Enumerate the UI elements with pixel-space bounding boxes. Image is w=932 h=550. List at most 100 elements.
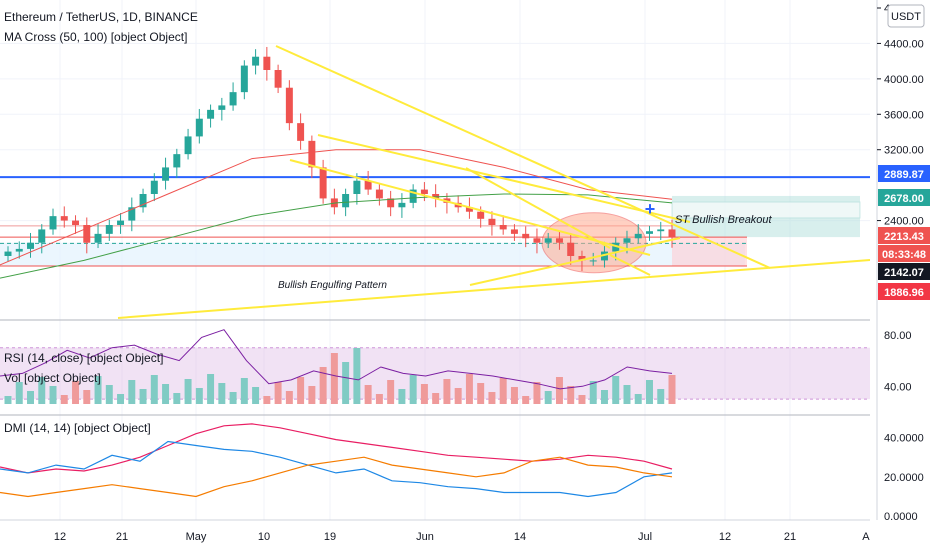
time-axis-tick: Jul [638, 531, 652, 543]
adx-line [0, 423, 673, 474]
volume-bar [72, 381, 80, 404]
price-overlays [0, 176, 877, 274]
candle-body [105, 225, 113, 234]
candle-body [139, 194, 147, 208]
volume-bar [15, 382, 23, 404]
time-axis-tick: 14 [514, 531, 526, 543]
price-badge: 08:33:48 [878, 245, 930, 262]
candle-body [342, 194, 350, 208]
volume-bar [207, 374, 215, 404]
candle-body [229, 92, 237, 106]
volume-bar [150, 375, 158, 404]
time-axis-tick: 12 [54, 531, 66, 543]
trendline [289, 159, 651, 256]
volume-bar [544, 391, 552, 404]
time-axis-tick: 10 [258, 531, 270, 543]
candle-body [308, 140, 316, 168]
price-tick-label: 3200.00 [884, 145, 924, 157]
volume-bar [117, 394, 125, 404]
candle-body [94, 233, 102, 243]
chart-title: Ethereum / TetherUS, 1D, BINANCE [4, 10, 198, 24]
price-tick-label: 3600.00 [884, 109, 924, 121]
candle-body [432, 194, 440, 199]
currency-badge[interactable]: USDT [887, 4, 925, 28]
volume-bar [330, 353, 338, 404]
trendline [317, 134, 691, 223]
volume-bar [128, 380, 136, 404]
candle-body [72, 220, 80, 225]
engulfing-annotation: Bullish Engulfing Pattern [278, 280, 387, 291]
price-tick-label: 4000.00 [884, 74, 924, 86]
time-axis-tick: 19 [324, 531, 336, 543]
candle-body [555, 238, 563, 243]
breakout-annotation: ST Bullish Breakout [675, 214, 773, 226]
trendline [275, 45, 771, 269]
candle-body [240, 65, 248, 93]
price-badge-text: 2889.87 [884, 169, 924, 181]
candle-body [162, 167, 170, 181]
dmi-tick-label: 40.0000 [884, 433, 924, 445]
candle-body [60, 216, 68, 221]
volume-bar [668, 375, 676, 404]
price-badge-box [878, 227, 930, 244]
trendline [117, 259, 871, 319]
price-badge-box [878, 189, 930, 206]
price-badge-text: 08:33:48 [882, 249, 926, 261]
candle-body [274, 70, 282, 88]
volume-bar [409, 375, 417, 404]
price-badge: 1886.96 [878, 283, 930, 300]
candle-body [353, 180, 361, 194]
volume-bar [578, 395, 586, 404]
volume-bar [274, 382, 282, 404]
volume-bar [420, 384, 428, 404]
price-badge-box [878, 263, 930, 280]
volume-bar [589, 381, 597, 404]
axes: 1221May1019Jun14Jul1221Aug [0, 519, 882, 543]
price-badge: 2889.87 [878, 165, 930, 182]
volume-bar [105, 385, 113, 404]
price-badge: 2213.43 [878, 227, 930, 244]
candle-body [533, 238, 541, 243]
volume-bar [252, 387, 260, 404]
rsi-tick-label: 80.00 [884, 330, 912, 342]
volume-bar [297, 377, 305, 404]
candle-body [184, 136, 192, 155]
currency-badge-box[interactable] [887, 4, 925, 28]
volume-bar [263, 396, 271, 404]
time-axis-tick: 12 [719, 531, 731, 543]
volume-bar [465, 374, 473, 404]
time-axis-tick: May [186, 531, 207, 543]
volume-bar [240, 378, 248, 404]
volume-bar [555, 377, 563, 404]
candle-body [150, 180, 158, 194]
moving-averages [0, 149, 673, 279]
candlestick-series [4, 46, 676, 272]
time-axis-tick: Jun [416, 531, 434, 543]
volume-bar [94, 376, 102, 404]
price-axis: 4800.004400.004000.003600.003200.002400.… [877, 3, 924, 523]
volume-bar [308, 386, 316, 404]
candle-body [128, 207, 136, 221]
volume-bar [398, 389, 406, 404]
dmi-tick-label: 0.0000 [884, 511, 918, 523]
rsi-line [0, 329, 673, 390]
candle-body [600, 251, 608, 261]
ma50-line [0, 149, 673, 266]
candle-body [465, 207, 473, 212]
crosshair-marker: + [645, 199, 656, 219]
candle-body [297, 123, 305, 141]
breakout-label-box [671, 201, 861, 219]
price-badge: 2142.07 [878, 263, 930, 280]
candle-body [195, 118, 203, 137]
volume-bar [173, 393, 181, 404]
volume-bar [364, 385, 372, 404]
volume-bar [319, 367, 327, 404]
volume-bar [623, 385, 631, 404]
candle-body [499, 225, 507, 230]
candle-body [544, 238, 552, 243]
price-badge-box [878, 165, 930, 182]
currency-badge-text: USDT [891, 11, 921, 23]
candle-body [15, 248, 23, 252]
price-badge-box [878, 245, 930, 262]
candle-body [420, 189, 428, 194]
